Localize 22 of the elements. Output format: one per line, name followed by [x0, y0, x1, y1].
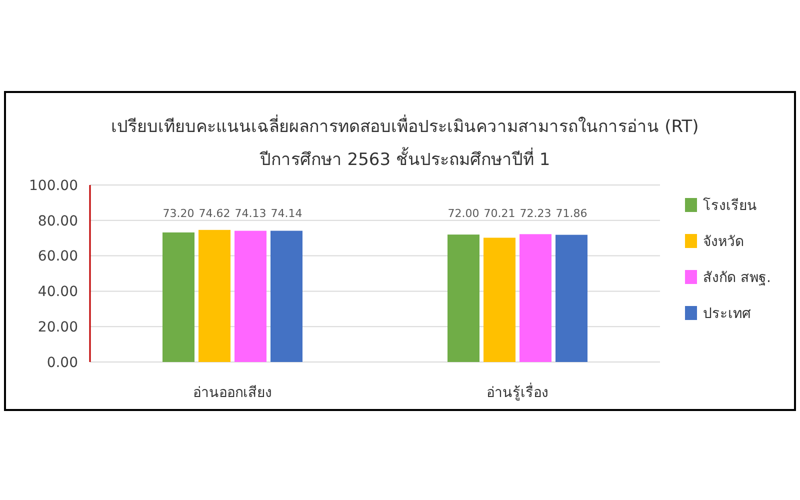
legend-label: จังหวัด: [703, 234, 744, 250]
y-tick-label: 0.00: [46, 354, 78, 371]
y-tick-label: 80.00: [38, 213, 78, 230]
legend-label: ประเทศ: [703, 306, 751, 322]
data-label: 72.00: [448, 207, 480, 220]
data-label: 70.21: [484, 207, 516, 220]
y-tick-label: 100.00: [29, 178, 78, 194]
data-label: 74.62: [198, 207, 230, 220]
legend-label: โรงเรียน: [703, 196, 757, 214]
x-tick-label: อ่านออกเสียง: [193, 385, 272, 401]
x-tick-label: อ่านรู้เรื่อง: [486, 383, 548, 401]
data-label: 73.20: [162, 207, 194, 220]
data-label: 74.14: [270, 207, 302, 220]
y-tick-label: 40.00: [38, 284, 78, 300]
chart-subtitle: ปีการศึกษา 2563 ชั้นประถมศึกษาปีที่ 1: [258, 147, 550, 170]
data-label: 72.23: [520, 207, 552, 220]
legend-label: สังกัด สพฐ.: [703, 270, 771, 286]
data-label: 71.86: [556, 207, 588, 220]
y-tick-label: 20.00: [38, 320, 78, 336]
chart-title: เปรียบเทียบคะแนนเฉลี่ยผลการทดสอบเพื่อประเมินความสามารถในการอ่าน (RT): [111, 114, 699, 137]
data-label: 74.13: [234, 207, 266, 220]
y-tick-label: 60.00: [38, 248, 78, 265]
